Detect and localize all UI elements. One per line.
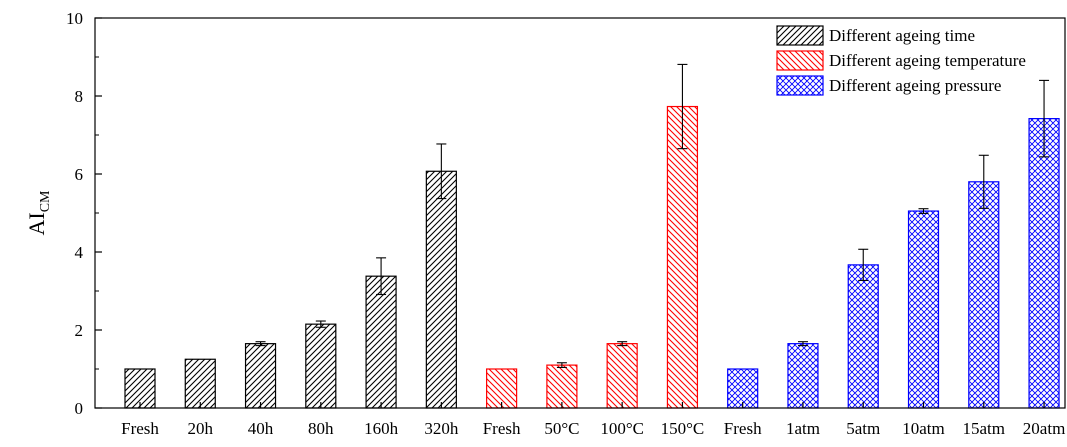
y-tick-label: 2 bbox=[75, 321, 84, 340]
legend: Different ageing time Different ageing te… bbox=[777, 26, 1026, 95]
x-tick-label: 20h bbox=[188, 419, 214, 438]
x-tick-label: 20atm bbox=[1023, 419, 1066, 438]
x-tick-label: 40h bbox=[248, 419, 274, 438]
y-tick-label: 0 bbox=[75, 399, 84, 418]
legend-swatch bbox=[777, 51, 823, 70]
y-axis-label-main: AI bbox=[24, 212, 49, 235]
legend-label: Different ageing temperature bbox=[829, 51, 1026, 70]
bar bbox=[306, 324, 336, 408]
bar bbox=[788, 344, 818, 408]
y-tick-label: 8 bbox=[75, 87, 84, 106]
bar bbox=[909, 211, 939, 408]
x-tick-label: Fresh bbox=[121, 419, 159, 438]
x-tick-label: 100°C bbox=[600, 419, 644, 438]
legend-swatch bbox=[777, 76, 823, 95]
x-tick-label: 15atm bbox=[963, 419, 1006, 438]
y-tick-label: 4 bbox=[75, 243, 84, 262]
x-tick-label: Fresh bbox=[483, 419, 521, 438]
y-axis-label-subscript: CM bbox=[38, 190, 53, 212]
bar bbox=[426, 171, 456, 408]
x-tick-label: 320h bbox=[424, 419, 459, 438]
x-tick-label: 5atm bbox=[846, 419, 880, 438]
legend-label: Different ageing pressure bbox=[829, 76, 1001, 95]
legend-label: Different ageing time bbox=[829, 26, 975, 45]
y-axis-label: AICM bbox=[24, 190, 53, 236]
bar bbox=[185, 359, 215, 408]
bar bbox=[848, 265, 878, 408]
bar bbox=[366, 276, 396, 408]
bar bbox=[607, 344, 637, 408]
y-tick-label: 6 bbox=[75, 165, 84, 184]
bar bbox=[667, 107, 697, 408]
x-tick-label: 1atm bbox=[786, 419, 820, 438]
y-tick-label: 10 bbox=[66, 9, 83, 28]
x-tick-label: 160h bbox=[364, 419, 399, 438]
x-tick-label: Fresh bbox=[724, 419, 762, 438]
bar bbox=[547, 365, 577, 408]
bars-layer bbox=[125, 107, 1059, 408]
y-axis: 0 2 4 6 8 10 bbox=[66, 9, 102, 418]
x-tick-label: 50°C bbox=[544, 419, 579, 438]
bar bbox=[1029, 119, 1059, 408]
x-tick-label: 150°C bbox=[661, 419, 705, 438]
bar bbox=[246, 344, 276, 408]
x-tick-label: 80h bbox=[308, 419, 334, 438]
legend-swatch bbox=[777, 26, 823, 45]
bar bbox=[969, 182, 999, 408]
x-tick-label: 10atm bbox=[902, 419, 945, 438]
